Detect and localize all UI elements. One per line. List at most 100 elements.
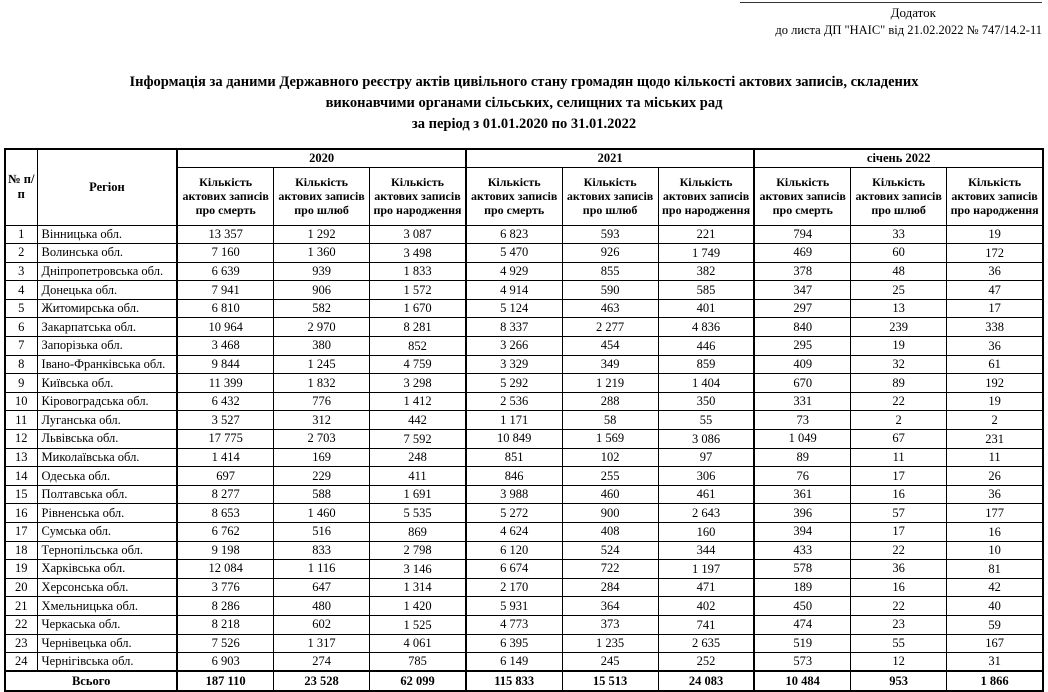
value-cell: 3 468 — [176, 336, 274, 356]
table-row: 9 Київська обл. 11 399 1 832 3 298 5 292 1 219… — [4, 373, 1044, 393]
value-cell: 229 — [272, 466, 371, 486]
value-cell: 1 420 — [369, 596, 467, 616]
value-cell: 446 — [657, 336, 755, 356]
table-row: 7 Запорізька обл. 3 468 380 852 3 266 454 446 29… — [4, 336, 1044, 356]
value-cell: 1 235 — [561, 633, 659, 654]
region-cell: Київська обл. — [36, 373, 178, 393]
value-cell: 900 — [561, 503, 659, 523]
value-cell: 48 — [850, 261, 948, 282]
region-cell: Дніпропетровська обл. — [36, 261, 178, 282]
value-cell: 741 — [657, 614, 755, 635]
value-cell: 6 149 — [464, 652, 563, 672]
row-number-cell: 3 — [4, 261, 38, 282]
region-cell: Тернопільська обл. — [36, 540, 178, 561]
value-cell: 8 281 — [369, 317, 467, 338]
value-cell: 19 — [946, 224, 1044, 245]
value-cell: 7 160 — [176, 243, 274, 263]
region-cell: Херсонська обл. — [36, 577, 178, 598]
value-cell: 221 — [657, 224, 755, 245]
row-number-cell: 1 — [4, 224, 38, 245]
value-cell: 231 — [946, 429, 1044, 449]
value-cell: 6 395 — [464, 633, 563, 654]
table-row: 10 Кіровоградська обл. 6 432 776 1 412 2 536 2… — [4, 391, 1044, 412]
value-cell: 3 527 — [176, 410, 274, 431]
row-number-cell: 13 — [4, 447, 38, 468]
value-cell: 19 — [850, 336, 948, 356]
value-cell: 433 — [753, 540, 852, 561]
value-cell: 17 — [850, 466, 948, 486]
value-cell: 5 124 — [464, 298, 563, 319]
row-number-cell: 21 — [4, 596, 38, 616]
total-row: Всього 187 110 23 528 62 099 115 833 15 513 24… — [4, 670, 1044, 692]
value-cell: 16 — [946, 522, 1044, 542]
value-cell: 10 — [946, 540, 1044, 561]
value-cell: 1 833 — [369, 261, 467, 282]
value-cell: 411 — [369, 466, 467, 486]
value-cell: 274 — [272, 652, 371, 672]
value-cell: 394 — [753, 522, 852, 542]
row-number-cell: 11 — [4, 410, 38, 431]
row-number-cell: 6 — [4, 317, 38, 338]
value-cell: 6 903 — [176, 652, 274, 672]
value-cell: 7 592 — [369, 429, 467, 449]
value-cell: 1 460 — [272, 503, 371, 523]
value-cell: 40 — [946, 596, 1044, 616]
value-cell: 1 197 — [657, 559, 755, 579]
value-cell: 73 — [753, 410, 852, 431]
value-cell: 846 — [464, 466, 563, 486]
value-cell: 382 — [657, 261, 755, 282]
table-row: 14 Одеська обл. 697 229 411 846 255 306 76 17 26 — [4, 466, 1044, 486]
value-cell: 344 — [657, 540, 755, 561]
value-cell: 939 — [272, 261, 371, 282]
col-header-births-1: Кількість актових записів про народження — [657, 166, 755, 226]
value-cell: 2 — [946, 410, 1044, 431]
row-number-cell: 9 — [4, 373, 38, 393]
total-value-cell: 187 110 — [176, 670, 274, 692]
value-cell: 5 292 — [464, 373, 563, 393]
value-cell: 36 — [946, 261, 1044, 282]
value-cell: 1 171 — [464, 410, 563, 431]
col-header-births-0: Кількість актових записів про народження — [369, 166, 467, 226]
value-cell: 906 — [272, 280, 371, 300]
table-header: № п/п Регіон 2020 2021 січень 2022 Кількість … — [4, 148, 1044, 226]
value-cell: 6 762 — [176, 522, 274, 542]
value-cell: 3 086 — [657, 429, 755, 449]
value-cell: 347 — [753, 280, 852, 300]
value-cell: 2 635 — [657, 633, 755, 654]
value-cell: 833 — [272, 540, 371, 561]
value-cell: 585 — [657, 280, 755, 300]
table-row: 8 Івано-Франківська обл. 9 844 1 245 4 759 3 … — [4, 354, 1044, 375]
col-header-births-2: Кількість актових записів про народження — [946, 166, 1044, 226]
value-cell: 722 — [561, 559, 659, 579]
total-value-cell: 1 866 — [946, 670, 1044, 692]
value-cell: 252 — [657, 652, 755, 672]
value-cell: 12 — [850, 652, 948, 672]
table-row: 5 Житомирська обл. 6 810 582 1 670 5 124 463 40… — [4, 298, 1044, 319]
value-cell: 647 — [272, 577, 371, 598]
value-cell: 295 — [753, 336, 852, 356]
value-cell: 1 525 — [369, 614, 467, 635]
value-cell: 1 219 — [561, 373, 659, 393]
value-cell: 189 — [753, 577, 852, 598]
value-cell: 461 — [657, 484, 755, 505]
header-year-row: № п/п Регіон 2020 2021 січень 2022 — [4, 148, 1044, 226]
value-cell: 3 087 — [369, 224, 467, 245]
value-cell: 2 798 — [369, 540, 467, 561]
value-cell: 6 823 — [464, 224, 563, 245]
row-number-cell: 2 — [4, 243, 38, 263]
value-cell: 12 084 — [176, 559, 274, 579]
value-cell: 81 — [946, 559, 1044, 579]
value-cell: 3 266 — [464, 336, 563, 356]
value-cell: 396 — [753, 503, 852, 523]
value-cell: 3 498 — [369, 243, 467, 263]
value-cell: 785 — [369, 652, 467, 672]
row-number-cell: 14 — [4, 466, 38, 486]
value-cell: 3 329 — [464, 354, 563, 375]
value-cell: 1 404 — [657, 373, 755, 393]
value-cell: 10 964 — [176, 317, 274, 338]
row-number-cell: 4 — [4, 280, 38, 300]
title-line-1: Інформація за даними Державного реєстру … — [129, 74, 919, 90]
value-cell: 851 — [464, 447, 563, 468]
region-cell: Вінницька обл. — [36, 224, 178, 245]
value-cell: 1 412 — [369, 391, 467, 412]
